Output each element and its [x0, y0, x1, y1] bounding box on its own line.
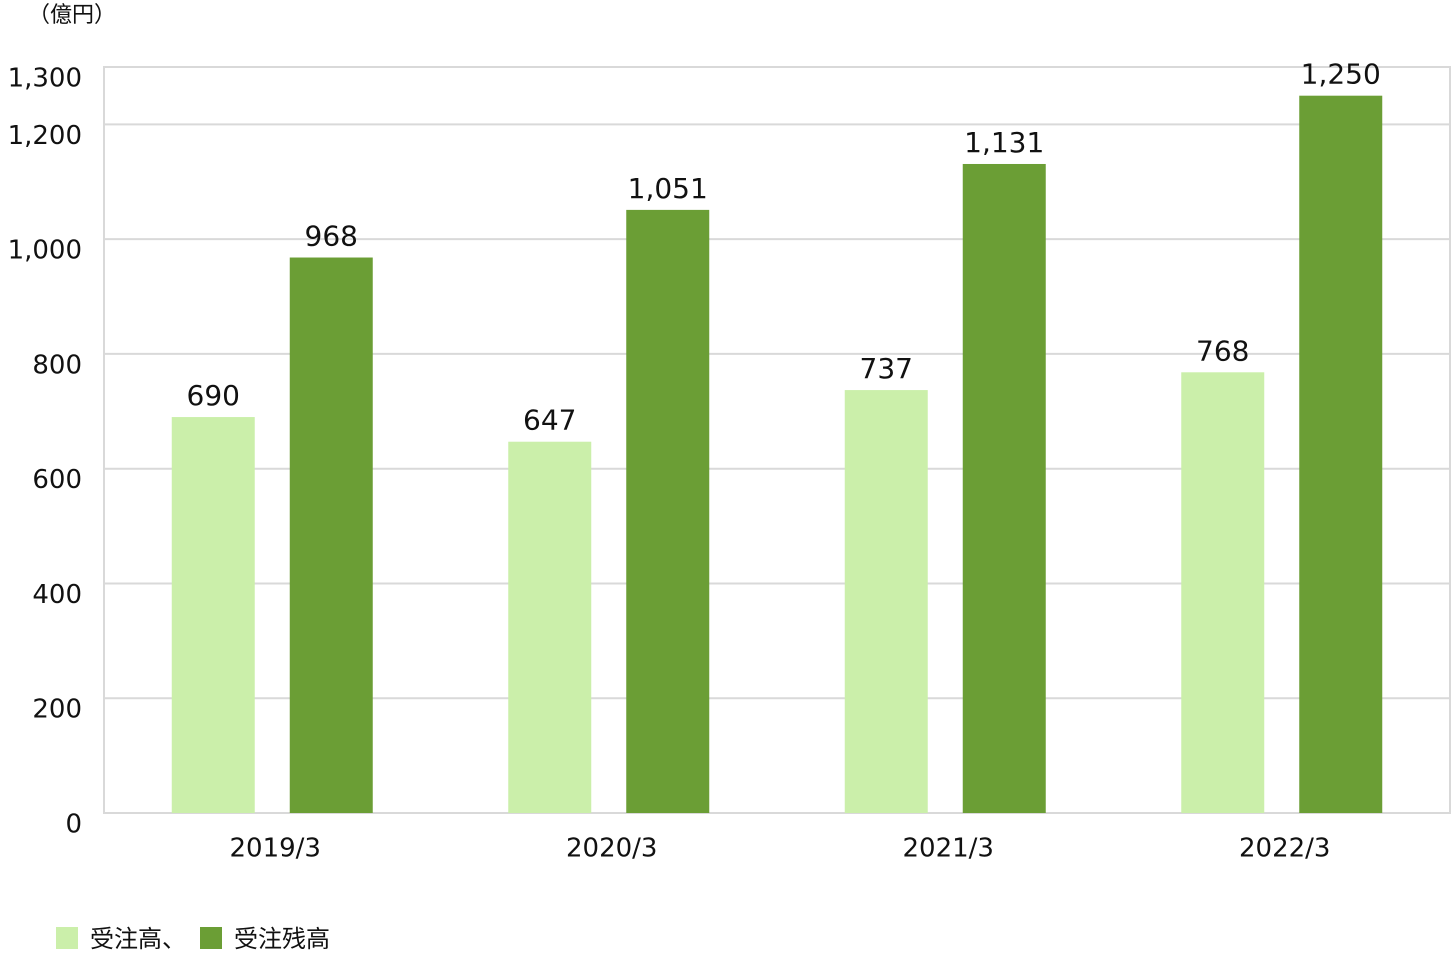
data-label: 647 [523, 404, 576, 437]
y-tick-label: 1,300 [8, 64, 82, 94]
y-tick-label: 1,000 [8, 236, 82, 266]
data-label: 768 [1196, 334, 1249, 367]
data-label: 1,131 [964, 126, 1044, 159]
y-tick-label: 0 [65, 810, 82, 840]
y-tick-label: 400 [32, 580, 82, 610]
legend-label: 受注高、 [90, 925, 186, 953]
y-tick-label: 200 [32, 695, 82, 725]
bar [508, 441, 592, 813]
bar [626, 209, 710, 813]
y-tick-label: 800 [32, 350, 82, 380]
y-tick-label: 600 [32, 465, 82, 495]
bar [1299, 95, 1383, 813]
bar [289, 257, 373, 813]
x-tick-label: 2022/3 [1239, 834, 1330, 864]
legend-label: 受注残高 [234, 925, 330, 953]
data-label: 1,051 [628, 172, 708, 205]
legend-swatch [200, 927, 222, 949]
data-label: 737 [860, 352, 913, 385]
bar [1181, 372, 1265, 813]
x-tick-label: 2020/3 [566, 834, 657, 864]
x-tick-label: 2021/3 [903, 834, 994, 864]
data-label: 690 [187, 379, 240, 412]
bar [962, 163, 1046, 814]
data-label: 968 [305, 220, 358, 253]
data-label: 1,250 [1301, 58, 1381, 91]
y-tick-label: 1,200 [8, 121, 82, 151]
y-axis-unit: （億円） [28, 3, 116, 28]
bar [844, 390, 928, 813]
legend-swatch [56, 927, 78, 949]
x-tick-label: 2019/3 [230, 834, 321, 864]
bar [171, 417, 255, 813]
